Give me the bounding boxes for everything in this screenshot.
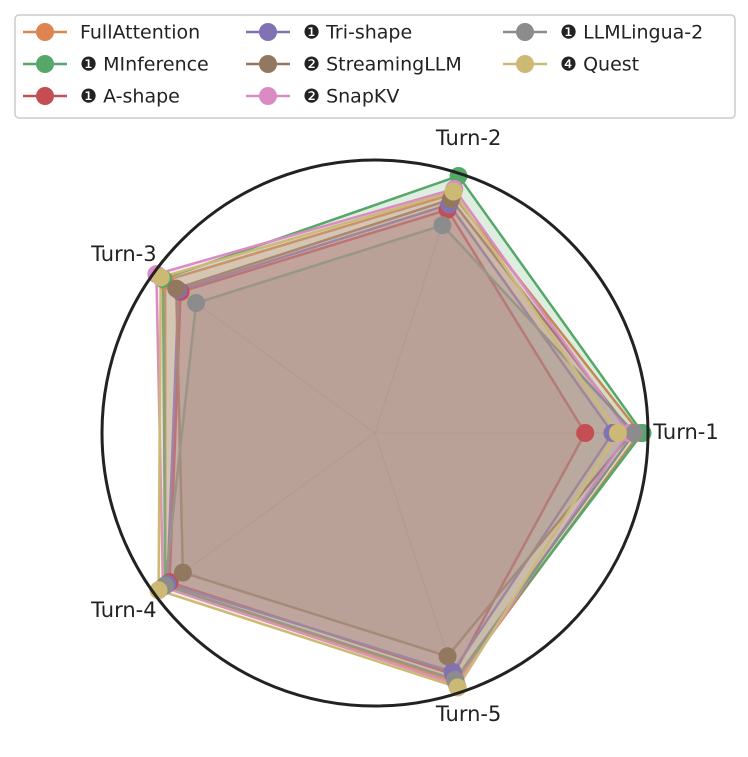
legend-marker — [36, 23, 54, 41]
series-line — [168, 208, 587, 676]
series-area — [165, 194, 640, 683]
data-point — [433, 216, 452, 235]
axis-label: Turn-1 — [652, 420, 718, 444]
series-area — [176, 199, 632, 657]
series-line — [166, 203, 615, 674]
data-point — [608, 424, 627, 442]
legend-label: ❷ SnapKV — [303, 86, 399, 108]
axis-label: Turn-2 — [435, 126, 501, 150]
legend-label: ❶ LLMLingua-2 — [560, 22, 703, 44]
data-point — [438, 647, 457, 666]
series-area — [169, 209, 586, 675]
series-area — [156, 188, 629, 685]
grid-spoke — [153, 432, 376, 594]
axis-label: Turn-3 — [90, 242, 156, 266]
series-line — [157, 190, 620, 689]
data-point — [151, 268, 170, 287]
data-point — [576, 424, 595, 442]
series-area — [158, 191, 618, 688]
series-line — [163, 223, 636, 682]
legend-marker — [259, 87, 277, 105]
legend-label: ❶ Tri-shape — [303, 22, 412, 44]
data-point — [173, 563, 192, 582]
legend-marker — [259, 23, 277, 41]
legend-marker — [36, 87, 54, 105]
data-point — [444, 182, 463, 201]
legend-box — [14, 14, 736, 119]
legend-label: ❷ StreamingLLM — [303, 54, 462, 76]
outer-ring — [100, 158, 650, 708]
legend-marker — [516, 23, 534, 41]
series-area — [167, 204, 613, 672]
series-line — [174, 197, 634, 658]
legend-marker — [36, 55, 54, 73]
data-point — [187, 294, 206, 313]
legend-label: ❶ A-shape — [80, 86, 180, 108]
data-point — [167, 279, 186, 298]
legend-marker — [259, 55, 277, 73]
legend-marker — [516, 55, 534, 73]
legend-label: FullAttention — [80, 22, 200, 44]
data-point — [625, 424, 644, 442]
legend-label: ❶ MInference — [80, 54, 209, 76]
legend-label: ❹ Quest — [560, 54, 639, 76]
axis-label: Turn-4 — [90, 598, 156, 622]
axis-label: Turn-5 — [435, 702, 501, 726]
series-area — [165, 225, 635, 680]
series-area — [162, 175, 643, 680]
